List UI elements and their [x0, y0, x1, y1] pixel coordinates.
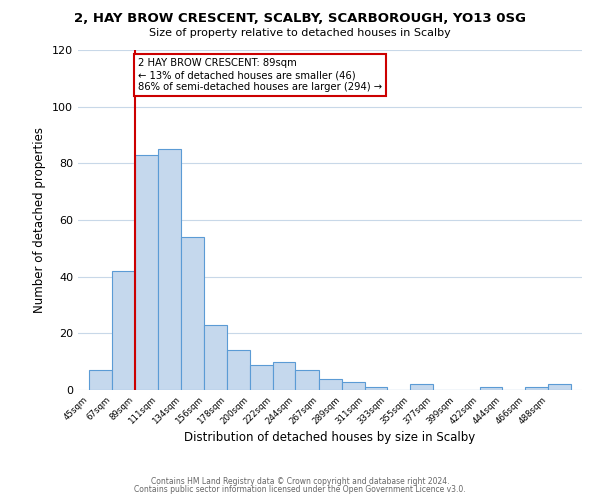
- Bar: [479, 387, 502, 390]
- Y-axis label: Number of detached properties: Number of detached properties: [34, 127, 46, 313]
- Bar: [342, 382, 365, 390]
- Bar: [525, 387, 548, 390]
- Bar: [204, 325, 227, 390]
- Bar: [250, 364, 272, 390]
- Bar: [365, 387, 388, 390]
- Bar: [112, 271, 135, 390]
- Bar: [295, 370, 319, 390]
- Bar: [227, 350, 250, 390]
- Bar: [319, 378, 342, 390]
- Bar: [158, 149, 181, 390]
- Bar: [135, 155, 158, 390]
- Text: Contains public sector information licensed under the Open Government Licence v3: Contains public sector information licen…: [134, 485, 466, 494]
- Text: 2, HAY BROW CRESCENT, SCALBY, SCARBOROUGH, YO13 0SG: 2, HAY BROW CRESCENT, SCALBY, SCARBOROUG…: [74, 12, 526, 26]
- Text: Size of property relative to detached houses in Scalby: Size of property relative to detached ho…: [149, 28, 451, 38]
- Bar: [410, 384, 433, 390]
- Bar: [181, 237, 204, 390]
- Bar: [89, 370, 112, 390]
- X-axis label: Distribution of detached houses by size in Scalby: Distribution of detached houses by size …: [184, 432, 476, 444]
- Text: Contains HM Land Registry data © Crown copyright and database right 2024.: Contains HM Land Registry data © Crown c…: [151, 477, 449, 486]
- Text: 2 HAY BROW CRESCENT: 89sqm
← 13% of detached houses are smaller (46)
86% of semi: 2 HAY BROW CRESCENT: 89sqm ← 13% of deta…: [138, 58, 382, 92]
- Bar: [548, 384, 571, 390]
- Bar: [272, 362, 295, 390]
